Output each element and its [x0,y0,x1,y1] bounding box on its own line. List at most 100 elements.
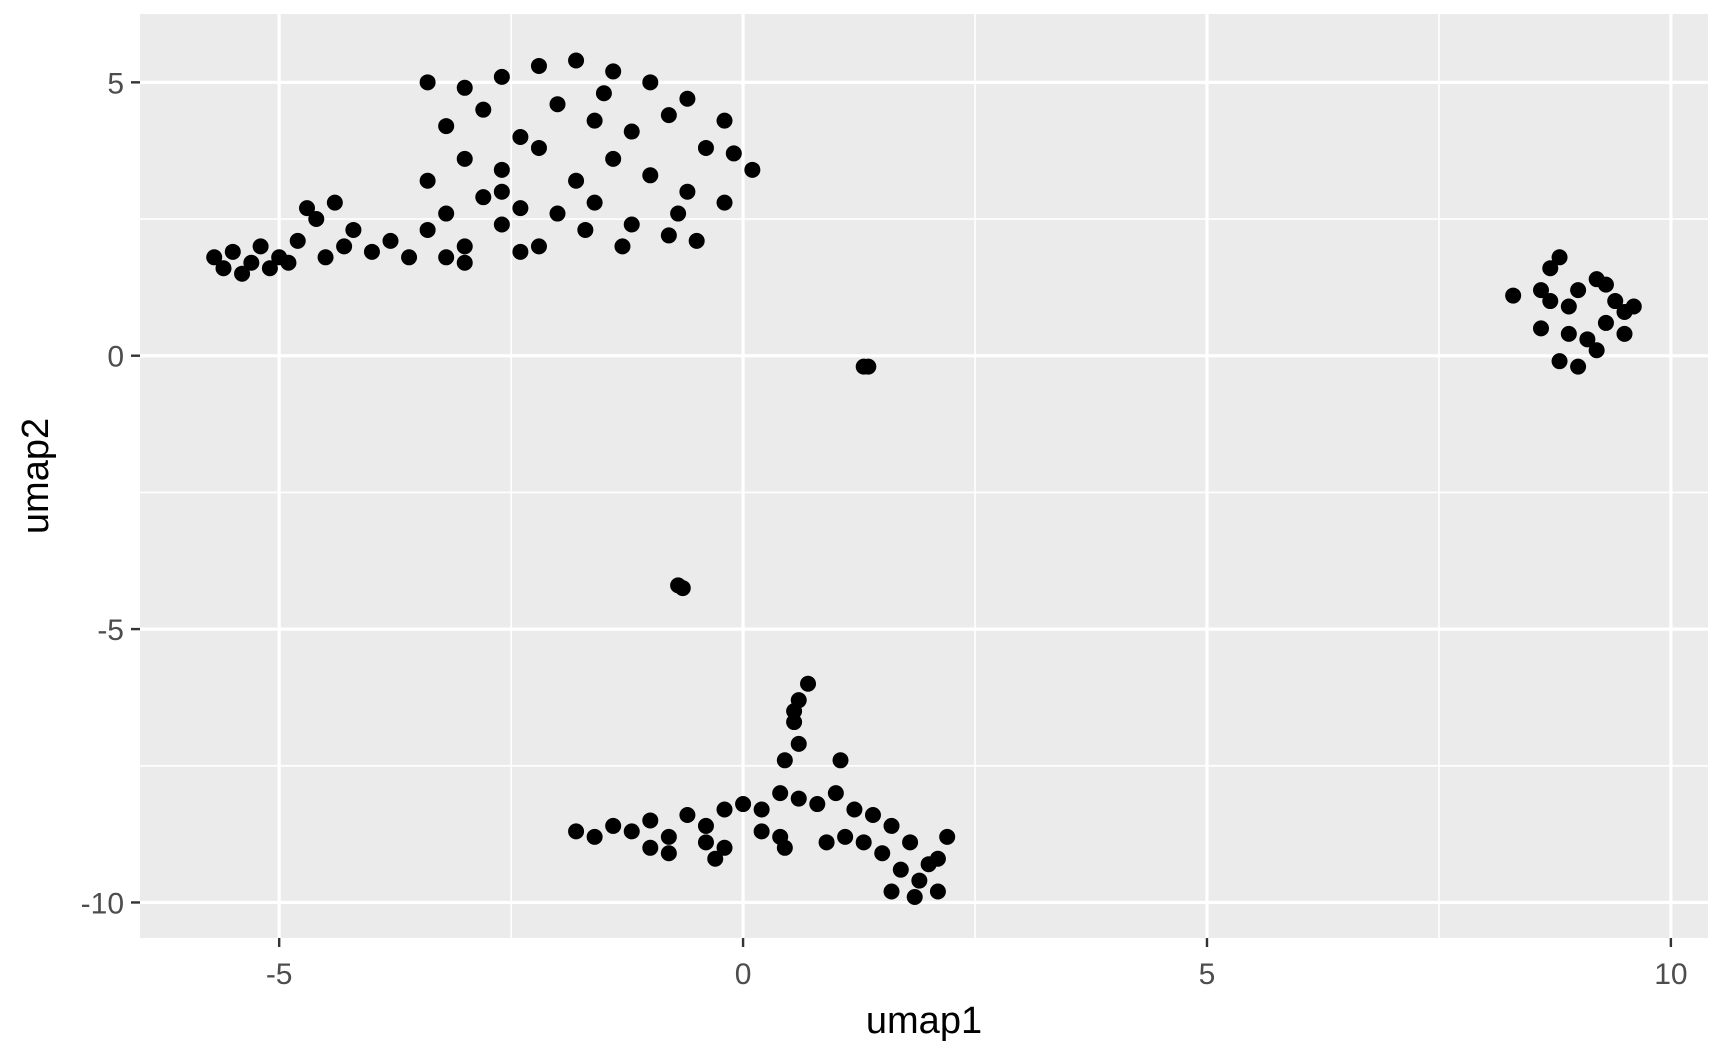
data-point [735,796,752,813]
data-point [776,752,793,769]
data-point [716,839,733,856]
x-tick-label: 10 [1654,958,1687,991]
y-tick-label: 0 [107,341,124,374]
data-point [280,254,297,271]
data-point [336,238,353,255]
data-point [456,150,473,167]
data-point [776,839,793,856]
data-point [456,254,473,271]
data-point [530,57,547,74]
data-point [261,260,278,277]
data-point [605,63,622,80]
data-point [790,735,807,752]
data-point [549,205,566,222]
data-point [786,703,803,720]
data-point [623,823,640,840]
data-point [568,172,585,189]
data-point [1505,287,1522,304]
data-point [1588,342,1605,359]
data-point [832,752,849,769]
data-point [317,249,334,266]
data-point [1570,358,1587,375]
data-point [401,249,418,266]
grid-lines [140,14,1708,938]
data-point [512,129,529,146]
data-point [568,52,585,69]
data-point [679,806,696,823]
data-point [1542,260,1559,277]
data-point [846,801,863,818]
data-point [1597,314,1614,331]
data-point [224,243,241,260]
data-point [660,107,677,124]
data-point [874,845,891,862]
data-point [1616,303,1633,320]
data-point [530,139,547,156]
data-point [382,232,399,249]
y-axis: 5 0 -5 -10 [81,67,140,920]
y-tick-label: -10 [81,887,124,920]
data-point [1570,282,1587,299]
data-point [716,112,733,129]
y-tick-label: 5 [107,67,124,100]
data-point [860,358,877,375]
data-point [679,183,696,200]
data-point [493,183,510,200]
data-point [326,194,343,211]
data-point [1579,331,1596,348]
data-point [586,194,603,211]
data-point [660,227,677,244]
data-point [906,888,923,905]
data-points [206,52,1642,905]
data-point [586,828,603,845]
data-point [837,828,854,845]
x-axis-title: umap1 [866,1000,982,1042]
data-point [475,189,492,206]
data-point [707,850,724,867]
data-point [1597,276,1614,293]
data-point [939,828,956,845]
data-point [243,254,260,271]
data-point [786,714,803,731]
x-axis: -5 0 5 10 [266,938,1688,991]
data-point [493,68,510,85]
data-point [929,883,946,900]
data-point [1551,249,1568,266]
data-point [929,850,946,867]
data-point [456,238,473,255]
data-point [716,194,733,211]
data-point [438,205,455,222]
data-point [809,796,826,813]
data-point [642,74,659,91]
data-point [623,123,640,140]
data-point [674,580,691,597]
data-point [725,145,742,162]
data-point [1616,325,1633,342]
data-point [549,96,566,113]
data-point [308,211,325,228]
data-point [670,205,687,222]
data-point [697,834,714,851]
data-point [818,834,835,851]
data-point [1560,325,1577,342]
data-point [911,872,928,889]
plot-panel [140,14,1708,938]
data-point [1532,282,1549,299]
data-point [605,150,622,167]
data-point [642,812,659,829]
data-point [215,260,232,277]
data-point [623,216,640,233]
data-point [902,834,919,851]
data-point [883,883,900,900]
data-point [595,85,612,102]
data-point [206,249,223,266]
data-point [660,845,677,862]
data-point [289,232,306,249]
data-point [1607,293,1624,310]
data-point [438,249,455,266]
data-point [864,806,881,823]
data-point [577,221,594,238]
data-point [716,801,733,818]
data-point [753,801,770,818]
